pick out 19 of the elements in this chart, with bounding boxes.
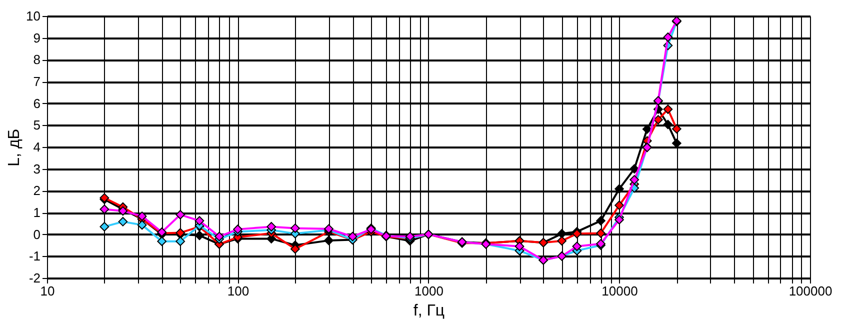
x-tick-label: 100 [227, 284, 250, 298]
y-tick-label: 8 [33, 52, 40, 68]
x-axis-title: f, Гц [413, 302, 445, 320]
x-tick-label: 10000 [602, 284, 638, 298]
y-tick-label: 1 [33, 205, 40, 220]
x-tick-label: 1000 [414, 284, 444, 298]
y-axis-title: L, дБ [6, 128, 24, 166]
y-tick-label: 10 [26, 8, 40, 24]
y-tick-label: 4 [33, 140, 40, 154]
y-tick-label: 5 [33, 118, 40, 133]
y-tick-label: 7 [33, 74, 40, 89]
y-tick-label: 2 [33, 183, 40, 198]
x-tick-label: 100000 [788, 284, 832, 298]
y-tick-label: 3 [33, 161, 40, 176]
y-tick-label: 6 [33, 96, 40, 111]
y-tick-label: -2 [28, 270, 40, 286]
y-tick-label: 0 [33, 226, 40, 242]
y-tick-label: -1 [28, 248, 40, 264]
y-tick-label: 9 [33, 30, 40, 46]
